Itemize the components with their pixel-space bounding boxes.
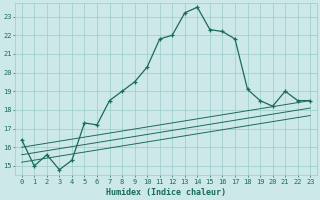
- X-axis label: Humidex (Indice chaleur): Humidex (Indice chaleur): [106, 188, 226, 197]
